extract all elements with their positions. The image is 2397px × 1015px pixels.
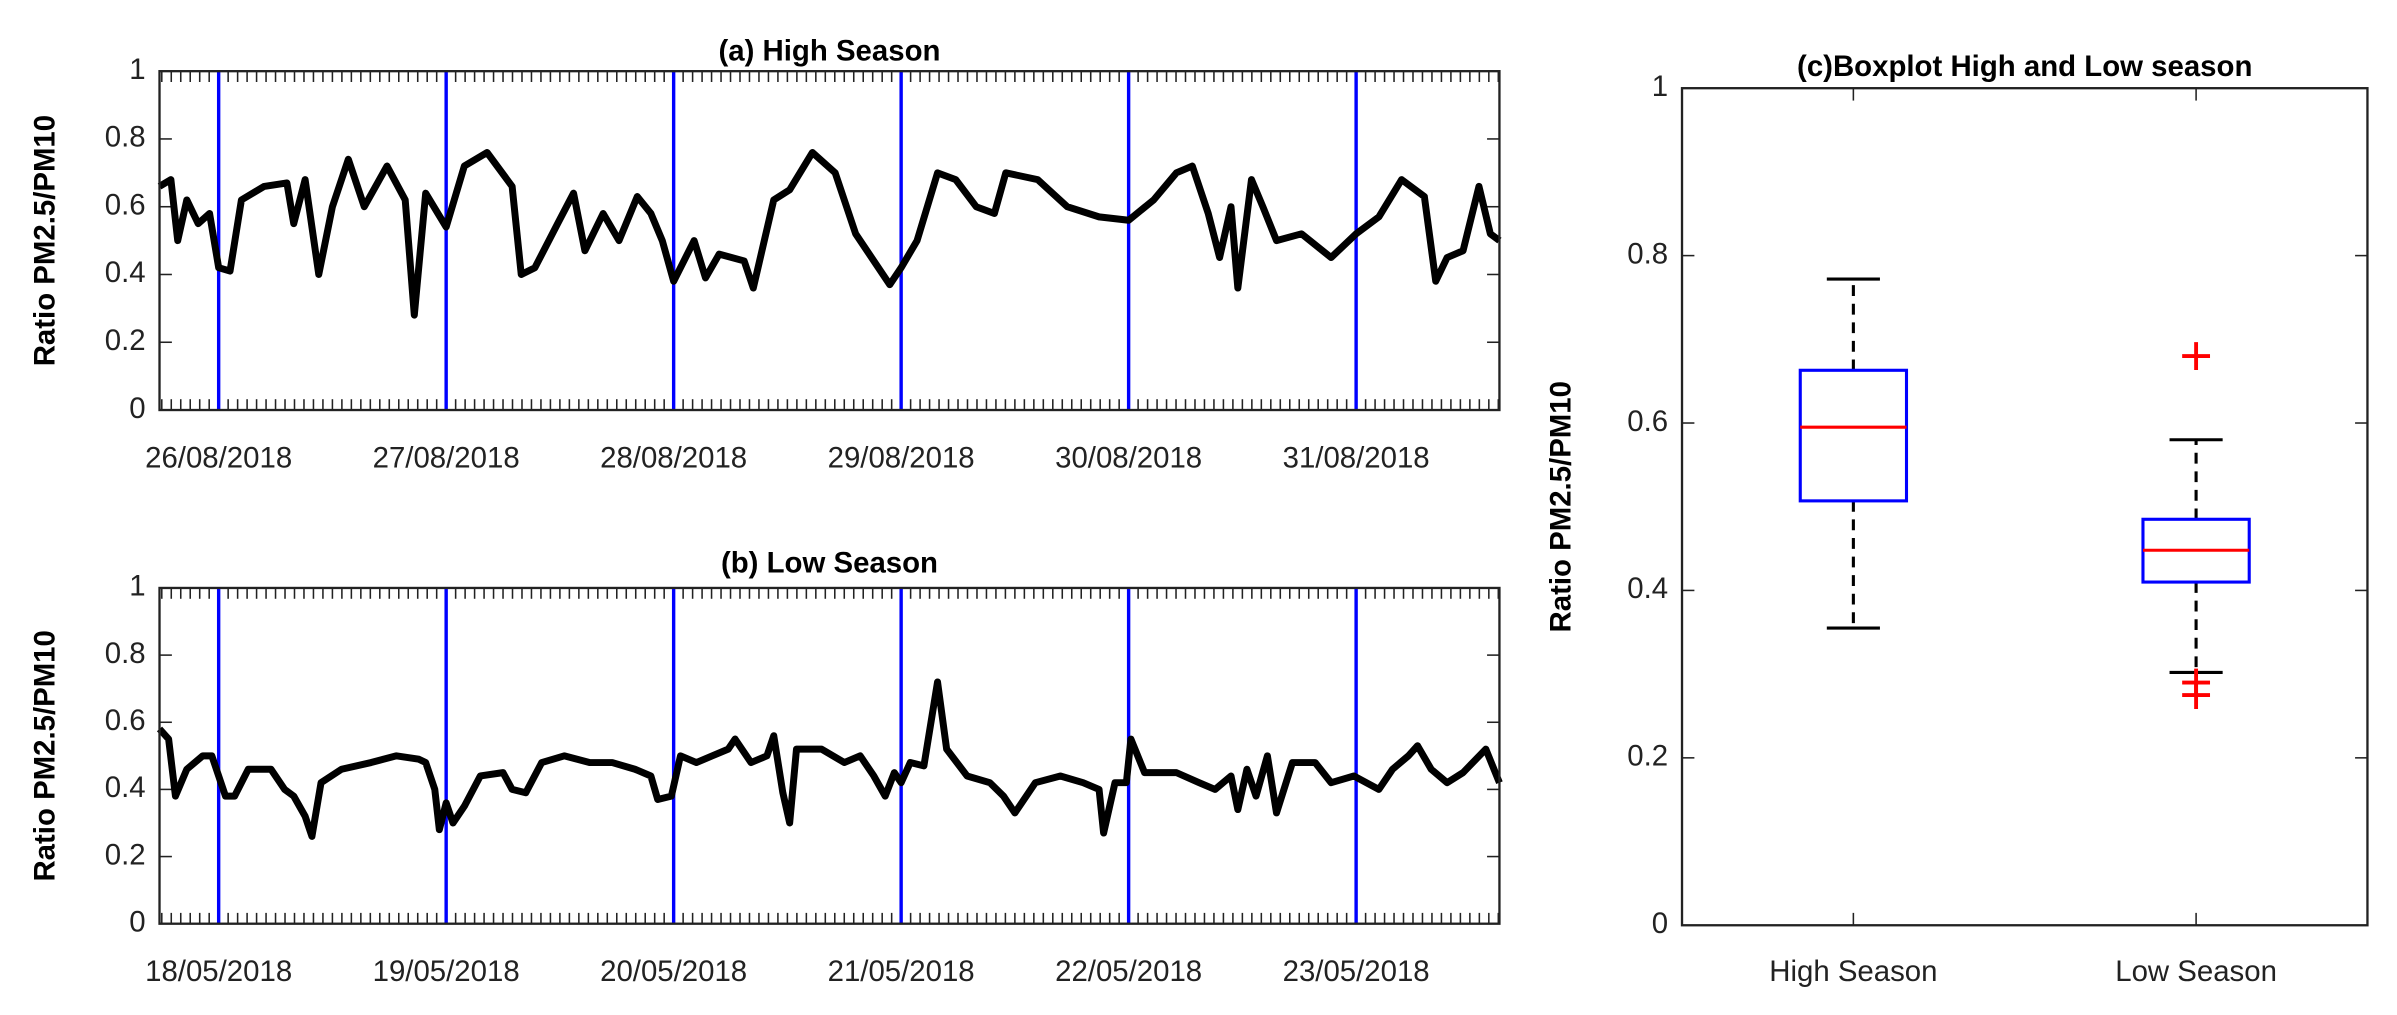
x-tick-label: 23/05/2018 <box>1283 955 1430 988</box>
y-tick-label: 0.8 <box>1627 237 1668 270</box>
x-tick-label: 20/05/2018 <box>600 955 747 988</box>
y-tick-label: 0.2 <box>105 838 146 871</box>
axes-frame <box>1680 87 2369 927</box>
x-tick-label: 21/05/2018 <box>828 955 975 988</box>
chart-title: (c)Boxplot High and Low season <box>1797 50 2252 83</box>
y-tick-label: 0.6 <box>105 704 146 737</box>
y-tick-label: 0.8 <box>105 637 146 670</box>
x-tick-label: 28/08/2018 <box>600 441 747 474</box>
data-line <box>157 149 1502 319</box>
y-axis-label: Ratio PM2.5/PM10 <box>28 115 61 366</box>
x-tick-label: 18/05/2018 <box>145 955 292 988</box>
y-axis-label: Ratio PM2.5/PM10 <box>1545 381 1578 632</box>
y-tick-label: 0.4 <box>105 256 146 289</box>
y-tick-label: 0 <box>129 905 145 938</box>
y-tick-label: 0.2 <box>1627 740 1668 773</box>
x-tick-label: 31/08/2018 <box>1283 441 1430 474</box>
y-tick-label: 0.8 <box>105 121 146 154</box>
box <box>1798 368 1909 503</box>
chart-title: (b) Low Season <box>721 547 938 580</box>
y-tick-label: 0 <box>1652 907 1668 940</box>
y-tick-label: 0 <box>129 392 145 425</box>
outlier <box>2182 342 2211 370</box>
outlier <box>2182 681 2211 709</box>
axes-frame <box>158 70 1501 412</box>
x-tick-label: 27/08/2018 <box>373 441 520 474</box>
y-tick-label: 1 <box>1652 70 1668 103</box>
axes-frame <box>158 586 1501 925</box>
y-tick-label: 0.4 <box>105 771 146 804</box>
chart-title: (a) High Season <box>718 34 940 67</box>
x-tick-label: High Season <box>1769 955 1937 988</box>
y-tick-label: 0.6 <box>105 188 146 221</box>
y-tick-label: 1 <box>129 570 145 603</box>
x-tick-label: 22/05/2018 <box>1055 955 1202 988</box>
y-tick-label: 1 <box>129 53 145 86</box>
y-tick-label: 0.4 <box>1627 572 1668 605</box>
x-tick-label: 29/08/2018 <box>828 441 975 474</box>
x-tick-label: 30/08/2018 <box>1055 441 1202 474</box>
x-tick-label: Low Season <box>2115 955 2277 988</box>
x-tick-label: 26/08/2018 <box>145 441 292 474</box>
x-tick-label: 19/05/2018 <box>373 955 520 988</box>
data-line <box>156 678 1503 840</box>
y-tick-label: 0.2 <box>105 324 146 357</box>
y-axis-label: Ratio PM2.5/PM10 <box>28 630 61 881</box>
y-tick-label: 0.6 <box>1627 405 1668 438</box>
